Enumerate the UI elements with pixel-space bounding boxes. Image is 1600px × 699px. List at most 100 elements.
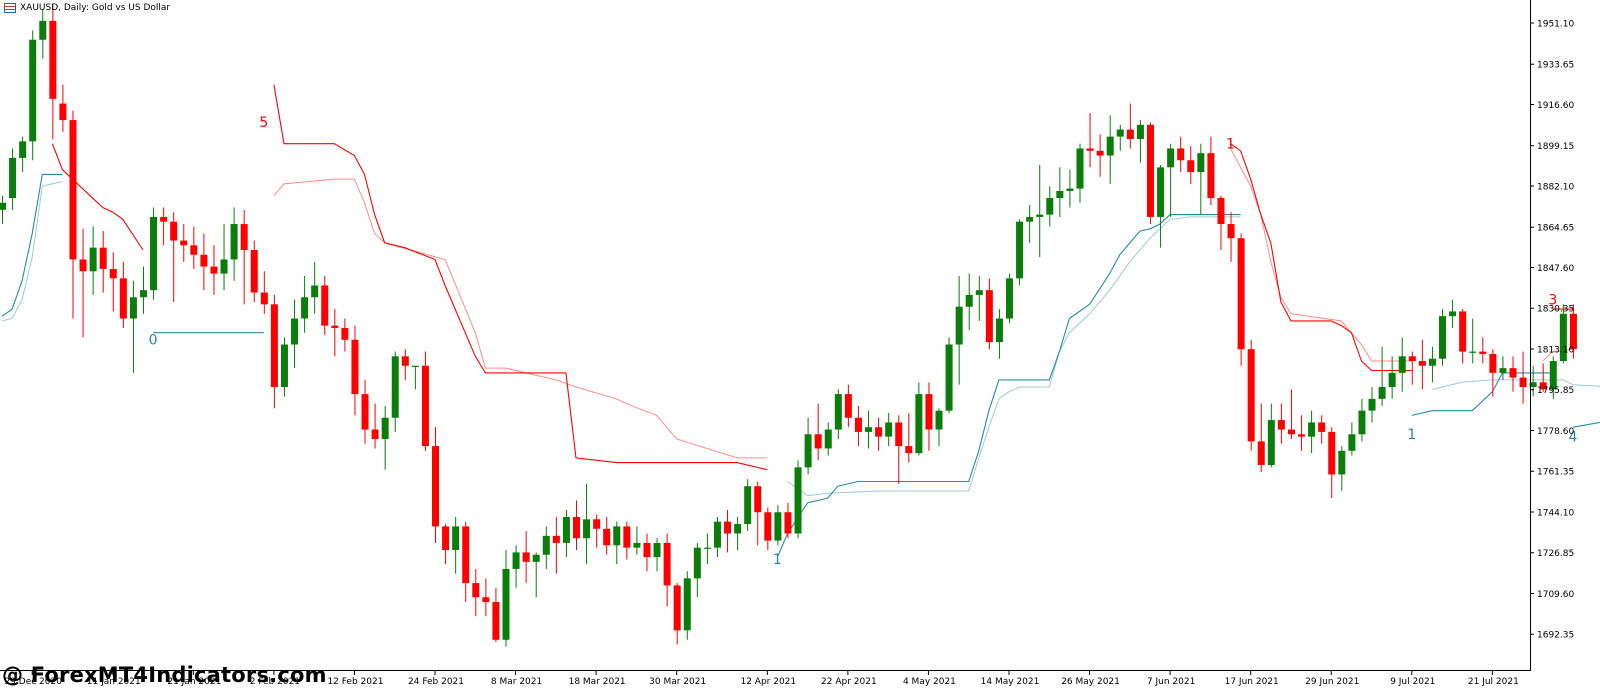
candle bbox=[39, 9, 47, 59]
candle-body bbox=[0, 202, 6, 210]
candle bbox=[150, 207, 158, 300]
candle-body bbox=[1116, 129, 1124, 137]
candle-body bbox=[170, 221, 178, 241]
candle bbox=[1277, 403, 1285, 444]
candle-body bbox=[1328, 431, 1336, 475]
candle-body bbox=[9, 157, 17, 199]
candle-body bbox=[965, 294, 973, 307]
candle-body bbox=[1449, 311, 1457, 317]
candle-body bbox=[1569, 313, 1577, 350]
candle-body bbox=[29, 39, 37, 142]
candle-body bbox=[955, 306, 963, 345]
candle-body bbox=[421, 365, 429, 447]
candle-body bbox=[1197, 153, 1205, 173]
candle bbox=[492, 587, 500, 643]
candle bbox=[985, 278, 993, 350]
candle-body bbox=[411, 365, 419, 367]
candle bbox=[180, 224, 188, 262]
candle bbox=[1569, 304, 1577, 359]
candle bbox=[562, 509, 570, 558]
candle-body bbox=[995, 318, 1003, 343]
candle-body bbox=[1157, 167, 1165, 217]
candle bbox=[462, 521, 470, 602]
candle bbox=[1559, 304, 1567, 364]
candle bbox=[804, 417, 812, 475]
candle bbox=[1338, 446, 1346, 491]
candle-body bbox=[1549, 361, 1557, 390]
candle bbox=[89, 226, 97, 295]
candle-body bbox=[1338, 450, 1346, 475]
candle-body bbox=[311, 285, 319, 298]
lower-band-line bbox=[1411, 372, 1553, 416]
candle bbox=[1197, 143, 1205, 215]
candle-body bbox=[180, 240, 188, 246]
candle-body bbox=[1126, 129, 1134, 139]
lower-band-signal-line bbox=[1, 181, 63, 322]
candle-body bbox=[1257, 441, 1265, 465]
candle bbox=[905, 413, 913, 463]
candle-body bbox=[59, 103, 67, 121]
candle-body bbox=[291, 318, 299, 345]
candle bbox=[1408, 351, 1416, 385]
candle-body bbox=[331, 325, 339, 328]
candle bbox=[79, 228, 87, 338]
candle-body bbox=[703, 547, 711, 549]
candle-body bbox=[1308, 422, 1316, 437]
candle bbox=[1358, 398, 1366, 442]
candle-body bbox=[784, 512, 792, 534]
candle bbox=[361, 379, 369, 444]
candle bbox=[1016, 219, 1024, 286]
candle bbox=[1006, 273, 1013, 324]
candle bbox=[210, 245, 218, 295]
candle bbox=[865, 410, 873, 449]
candle bbox=[1529, 365, 1537, 397]
candle-body bbox=[1469, 351, 1477, 353]
candle bbox=[1136, 120, 1144, 163]
candle-body bbox=[1207, 153, 1215, 199]
candle-body bbox=[1408, 356, 1416, 362]
candle-body bbox=[129, 297, 137, 319]
candle-body bbox=[1529, 382, 1537, 388]
price-tick-label: 1882.10 bbox=[1537, 182, 1574, 192]
candle bbox=[1298, 415, 1306, 451]
candle bbox=[1126, 103, 1134, 149]
candle bbox=[1076, 143, 1084, 203]
candle bbox=[683, 571, 691, 640]
candle-body bbox=[381, 417, 389, 440]
candle-body bbox=[160, 216, 168, 222]
candle-body bbox=[371, 429, 379, 440]
time-tick-label: 8 Mar 2021 bbox=[491, 677, 542, 687]
candle bbox=[965, 273, 973, 331]
candle-body bbox=[190, 245, 198, 255]
candle bbox=[432, 427, 440, 543]
candle bbox=[240, 209, 248, 305]
candle-body bbox=[875, 427, 883, 437]
candle bbox=[875, 417, 883, 451]
candle bbox=[1257, 403, 1265, 473]
candle-body bbox=[301, 297, 309, 319]
candle bbox=[401, 349, 409, 380]
candle bbox=[915, 382, 923, 456]
candle bbox=[1459, 309, 1467, 364]
level-label: 1 bbox=[1226, 136, 1235, 152]
candle-body bbox=[774, 512, 782, 541]
candle bbox=[1217, 195, 1225, 251]
candle bbox=[442, 524, 450, 565]
price-tick-label: 1933.65 bbox=[1537, 61, 1574, 71]
candle-body bbox=[764, 512, 772, 541]
candle bbox=[1449, 299, 1457, 328]
chart-header: XAUUSD, Daily: Gold vs US Dollar bbox=[4, 1, 170, 15]
candle-body bbox=[139, 290, 147, 298]
candlestick-series bbox=[0, 4, 1577, 647]
candle-body bbox=[1237, 238, 1245, 350]
candle bbox=[1388, 356, 1396, 399]
candle-body bbox=[341, 327, 349, 340]
candle-body bbox=[734, 524, 742, 534]
candle-body bbox=[754, 486, 762, 513]
candle bbox=[995, 309, 1003, 359]
candle-body bbox=[794, 467, 802, 534]
candle bbox=[1036, 164, 1044, 258]
candle bbox=[1428, 346, 1436, 383]
lower-band-signal-line bbox=[1431, 379, 1600, 390]
candle-body bbox=[109, 268, 117, 279]
